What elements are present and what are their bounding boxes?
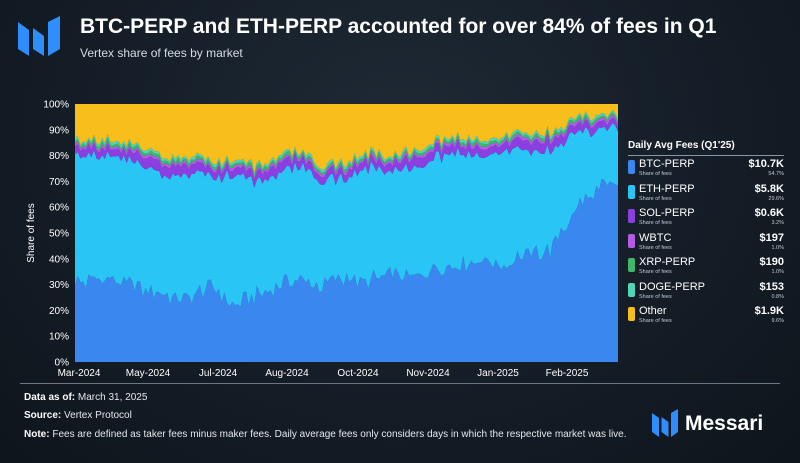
y-tick-label: 20% xyxy=(49,306,69,317)
y-tick-label: 0% xyxy=(55,358,70,369)
legend-item-name: XRP-PERP xyxy=(639,256,696,268)
data-as-of-value: March 31, 2025 xyxy=(77,392,148,403)
legend-item-sub-label: Share of fees xyxy=(639,171,672,177)
source-value: Vertex Protocol xyxy=(64,410,132,421)
chart-subtitle: Vertex share of fees by market xyxy=(80,46,243,60)
legend-item-name: DOGE-PERP xyxy=(639,280,706,293)
legend-item-sub-label: Share of fees xyxy=(639,318,672,324)
note-text: Fees are defined as taker fees minus mak… xyxy=(52,429,627,440)
legend-swatch xyxy=(628,233,635,248)
legend-item-sub-label: Share of fees xyxy=(639,293,672,300)
note-label: Note: xyxy=(24,429,50,440)
area-other xyxy=(75,104,618,173)
area-eth-perp xyxy=(75,123,618,307)
y-tick-label: 40% xyxy=(49,254,69,265)
legend-item-xrp-perp: XRP-PERP Share of fees $190 1.0% xyxy=(628,256,784,280)
legend-item-share: 1.0% xyxy=(771,244,784,251)
legend-item-name: BTC-PERP xyxy=(639,158,695,170)
x-tick-label: Jul-2024 xyxy=(199,368,238,379)
legend-swatch xyxy=(628,184,635,199)
source-label: Source: xyxy=(24,410,62,421)
legend-item-btc-perp: BTC-PERP Share of fees $10.7K 54.7% xyxy=(628,158,784,182)
messari-mark-icon xyxy=(652,409,678,437)
legend-item-value: $5.8K xyxy=(754,182,784,195)
note: Note: Fees are defined as taker fees min… xyxy=(24,428,634,441)
legend-item-other: Other Share of fees $1.9K 9.6% xyxy=(628,305,784,329)
y-axis-label: Share of fees xyxy=(26,203,37,262)
legend-item-doge-perp: DOGE-PERP Share of fees $153 0.8% xyxy=(628,281,784,305)
x-tick-label: Mar-2024 xyxy=(58,368,101,379)
legend-item-share: 3.2% xyxy=(771,220,784,226)
legend-item-name: SOL-PERP xyxy=(639,207,695,219)
legend-item-value: $1.9K xyxy=(754,305,784,317)
chart-title: BTC-PERP and ETH-PERP accounted for over… xyxy=(80,15,717,38)
y-tick-label: 50% xyxy=(49,229,69,240)
y-tick-label: 30% xyxy=(49,280,69,291)
legend-item-value: $190 xyxy=(759,256,784,268)
x-tick-label: Oct-2024 xyxy=(337,368,379,379)
legend-item-sub-label: Share of fees xyxy=(639,195,672,202)
legend-item-eth-perp: ETH-PERP Share of fees $5.8K 29.6% xyxy=(628,183,784,207)
y-tick-label: 100% xyxy=(43,100,69,111)
legend-item-share: 9.6% xyxy=(771,318,784,324)
messari-logo-icon xyxy=(18,16,60,56)
legend-item-share: 0.8% xyxy=(771,293,784,300)
legend-divider xyxy=(628,155,784,156)
data-as-of: Data as of: March 31, 2025 xyxy=(24,392,147,403)
legend-item-share: 1.0% xyxy=(771,269,784,275)
legend-swatch xyxy=(628,282,635,297)
legend-swatch xyxy=(628,209,635,223)
legend-item-share: 54.7% xyxy=(768,171,784,177)
legend-item-share: 29.6% xyxy=(768,195,784,202)
x-tick-label: Feb-2025 xyxy=(546,368,589,379)
legend-swatch xyxy=(628,307,635,321)
y-tick-label: 10% xyxy=(49,332,69,343)
x-tick-label: May-2024 xyxy=(126,368,171,379)
legend-item-name: Other xyxy=(639,305,667,317)
brand: Messari xyxy=(652,409,784,439)
area-btc-perp xyxy=(75,178,618,362)
legend-item-name: ETH-PERP xyxy=(639,182,695,195)
legend-item-wbtc: WBTC Share of fees $197 1.0% xyxy=(628,232,784,256)
legend-item-sub-label: Share of fees xyxy=(639,244,672,251)
y-tick-label: 70% xyxy=(49,177,69,188)
data-as-of-label: Data as of: xyxy=(24,392,76,403)
legend-item-sub-label: Share of fees xyxy=(639,220,672,226)
legend-item-value: $197 xyxy=(759,231,784,244)
footer-divider xyxy=(20,383,780,384)
legend-item-value: $153 xyxy=(759,280,784,293)
legend-item-value: $10.7K xyxy=(748,158,784,170)
legend-item-value: $0.6K xyxy=(754,207,784,219)
area-sol-perp xyxy=(75,117,618,188)
legend-item-sol-perp: SOL-PERP Share of fees $0.6K 3.2% xyxy=(628,207,784,231)
source: Source: Vertex Protocol xyxy=(24,410,132,421)
brand-wordmark: Messari xyxy=(685,412,764,435)
y-tick-label: 60% xyxy=(49,203,69,214)
y-tick-label: 90% xyxy=(49,125,69,136)
legend-swatch xyxy=(628,258,635,272)
legend-item-name: WBTC xyxy=(639,231,672,244)
x-tick-label: Jan-2025 xyxy=(477,368,519,379)
y-tick-label: 80% xyxy=(49,151,69,162)
x-tick-label: Nov-2024 xyxy=(406,368,450,379)
legend-swatch xyxy=(628,160,635,174)
legend-title: Daily Avg Fees (Q1'25) xyxy=(628,140,735,151)
legend-item-sub-label: Share of fees xyxy=(639,269,672,275)
x-tick-label: Aug-2024 xyxy=(265,368,309,379)
